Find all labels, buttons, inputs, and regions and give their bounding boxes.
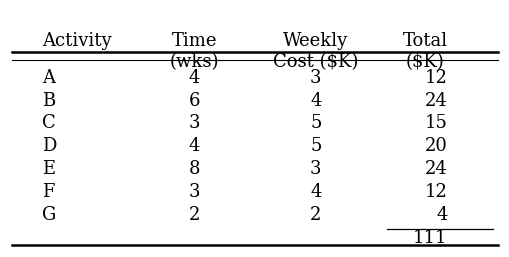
Text: 4: 4 [188, 69, 200, 87]
Text: 5: 5 [309, 137, 321, 155]
Text: 12: 12 [424, 69, 447, 87]
Text: 6: 6 [188, 91, 200, 109]
Text: G: G [42, 206, 56, 224]
Text: 20: 20 [424, 137, 447, 155]
Text: C: C [42, 114, 55, 132]
Text: 5: 5 [309, 114, 321, 132]
Text: 4: 4 [309, 91, 321, 109]
Text: 3: 3 [188, 114, 200, 132]
Text: Weekly
Cost ($K): Weekly Cost ($K) [273, 32, 358, 71]
Text: A: A [42, 69, 55, 87]
Text: 24: 24 [424, 160, 447, 178]
Text: Time
(wks): Time (wks) [169, 32, 218, 71]
Text: 4: 4 [188, 137, 200, 155]
Text: 12: 12 [424, 183, 447, 201]
Text: 15: 15 [424, 114, 447, 132]
Text: 4: 4 [436, 206, 447, 224]
Text: E: E [42, 160, 55, 178]
Text: B: B [42, 91, 55, 109]
Text: 3: 3 [309, 160, 321, 178]
Text: 3: 3 [309, 69, 321, 87]
Text: 111: 111 [412, 229, 447, 247]
Text: Activity: Activity [42, 32, 111, 50]
Text: 24: 24 [424, 91, 447, 109]
Text: 2: 2 [188, 206, 200, 224]
Text: 4: 4 [309, 183, 321, 201]
Text: 2: 2 [309, 206, 321, 224]
Text: Total
($K): Total ($K) [402, 32, 447, 71]
Text: 8: 8 [188, 160, 200, 178]
Text: 3: 3 [188, 183, 200, 201]
Text: D: D [42, 137, 56, 155]
Text: F: F [42, 183, 54, 201]
